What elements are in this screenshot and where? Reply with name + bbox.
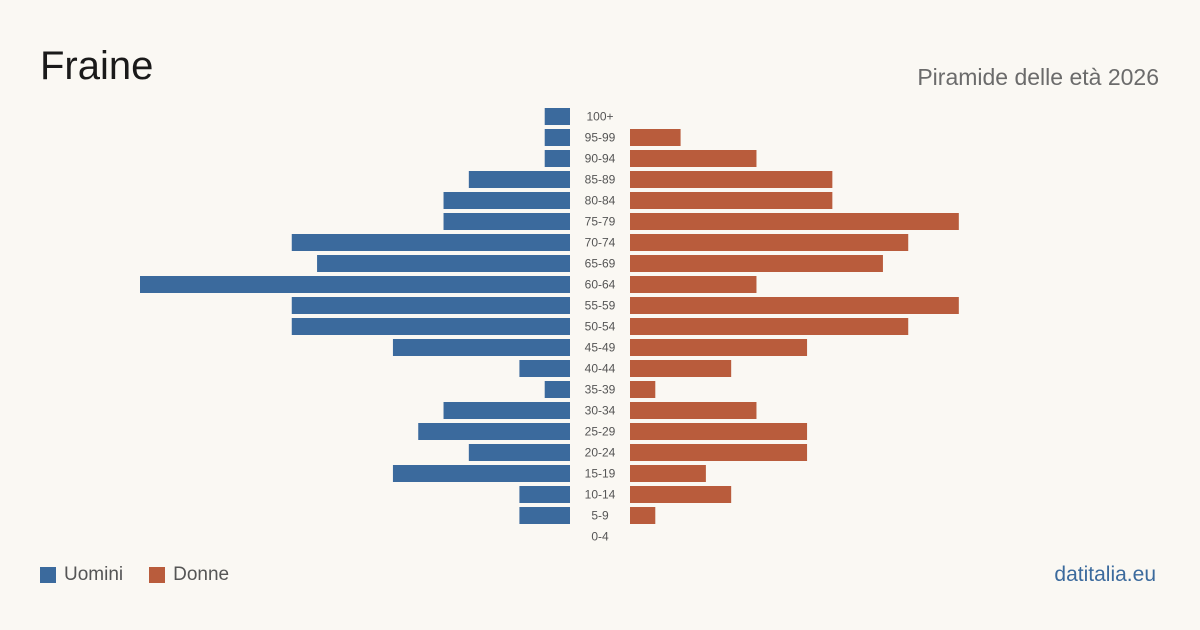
bar-female-85-89 (630, 171, 833, 188)
brand-link[interactable]: datitalia.eu (1054, 563, 1156, 586)
bar-female-5-9 (630, 507, 656, 524)
age-group-label: 95-99 (585, 131, 616, 145)
bar-male-30-34 (443, 402, 570, 419)
bar-female-25-29 (630, 423, 808, 440)
male-swatch (40, 567, 56, 583)
female-swatch (149, 567, 166, 583)
bar-female-75-79 (630, 213, 959, 230)
bar-male-95-99 (544, 129, 570, 146)
age-group-label: 85-89 (585, 173, 616, 187)
bar-male-100+ (544, 108, 570, 125)
age-group-label: 60-64 (585, 278, 616, 292)
bar-male-45-49 (392, 339, 570, 356)
age-group-label: 35-39 (585, 383, 616, 397)
age-group-label: 25-29 (585, 425, 616, 439)
bar-male-80-84 (443, 192, 570, 209)
bar-female-40-44 (630, 360, 732, 377)
bar-male-50-54 (291, 318, 570, 335)
age-group-label: 90-94 (585, 152, 616, 166)
age-group-label: 75-79 (585, 215, 616, 229)
age-group-label: 15-19 (585, 467, 616, 481)
age-group-label: 5-9 (591, 509, 609, 523)
age-group-label: 50-54 (585, 320, 616, 334)
legend-item-male: Uomini (40, 564, 123, 586)
bar-female-90-94 (630, 150, 757, 167)
age-group-label: 55-59 (585, 299, 616, 313)
bar-female-55-59 (630, 297, 959, 314)
age-group-label: 65-69 (585, 257, 616, 271)
bar-female-45-49 (630, 339, 808, 356)
bar-male-15-19 (392, 465, 570, 482)
bar-female-30-34 (630, 402, 757, 419)
bar-female-20-24 (630, 444, 808, 461)
age-group-label: 45-49 (585, 341, 616, 355)
age-group-label: 10-14 (585, 488, 616, 502)
bar-male-20-24 (468, 444, 570, 461)
bar-female-15-19 (630, 465, 706, 482)
chart-subtitle: Piramide delle età 2026 (917, 64, 1159, 90)
age-group-label: 70-74 (585, 236, 616, 250)
bar-male-5-9 (519, 507, 570, 524)
bar-female-65-69 (630, 255, 883, 272)
legend-label-male: Uomini (64, 564, 124, 585)
bar-female-60-64 (630, 276, 757, 293)
age-group-label: 0-4 (591, 530, 609, 544)
bar-female-35-39 (630, 381, 656, 398)
page-title: Fraine (40, 44, 154, 88)
legend-item-female: Donne (149, 564, 229, 586)
bar-female-95-99 (630, 129, 681, 146)
age-group-label: 30-34 (585, 404, 616, 418)
age-group-label: 40-44 (585, 362, 616, 376)
bar-male-35-39 (544, 381, 570, 398)
age-group-label: 20-24 (585, 446, 616, 460)
bar-male-10-14 (519, 486, 570, 503)
legend-label-female: Donne (173, 564, 230, 585)
bar-male-60-64 (140, 276, 570, 293)
legend: Uomini Donne (40, 564, 255, 586)
bar-male-65-69 (317, 255, 570, 272)
bar-male-55-59 (291, 297, 570, 314)
age-group-label: 80-84 (585, 194, 616, 208)
bar-male-75-79 (443, 213, 570, 230)
bar-male-90-94 (544, 150, 570, 167)
bar-female-10-14 (630, 486, 732, 503)
age-group-label: 100+ (586, 110, 613, 124)
bar-male-25-29 (418, 423, 570, 440)
bar-female-70-74 (630, 234, 909, 251)
bar-male-40-44 (519, 360, 570, 377)
bar-female-80-84 (630, 192, 833, 209)
bar-male-70-74 (291, 234, 570, 251)
bar-female-50-54 (630, 318, 909, 335)
bar-male-85-89 (468, 171, 570, 188)
